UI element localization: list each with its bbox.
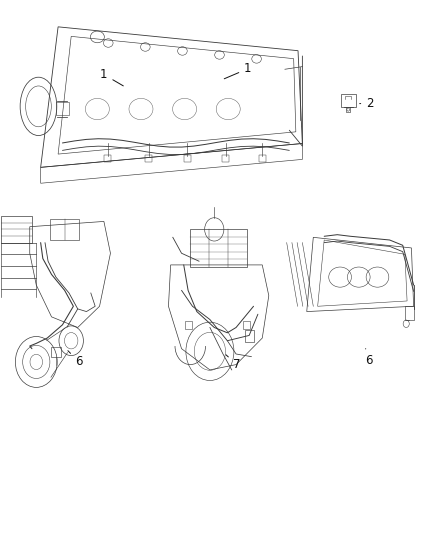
Bar xyxy=(244,330,253,342)
Bar xyxy=(1,216,32,243)
Bar xyxy=(243,321,250,329)
Bar xyxy=(258,155,265,161)
Bar xyxy=(145,155,152,161)
Bar xyxy=(104,155,111,161)
Bar xyxy=(222,155,229,161)
Bar xyxy=(184,321,191,329)
Bar xyxy=(190,229,247,266)
Text: 6: 6 xyxy=(68,351,83,368)
Bar xyxy=(56,102,69,115)
Text: 6: 6 xyxy=(364,349,372,367)
Text: 1: 1 xyxy=(224,62,251,79)
Bar xyxy=(340,94,355,107)
Bar xyxy=(184,155,190,161)
Bar xyxy=(404,306,413,319)
Text: 7: 7 xyxy=(226,355,240,371)
Text: 2: 2 xyxy=(359,96,373,110)
Bar xyxy=(50,347,61,357)
Text: 1: 1 xyxy=(100,68,123,86)
Bar xyxy=(50,219,79,240)
